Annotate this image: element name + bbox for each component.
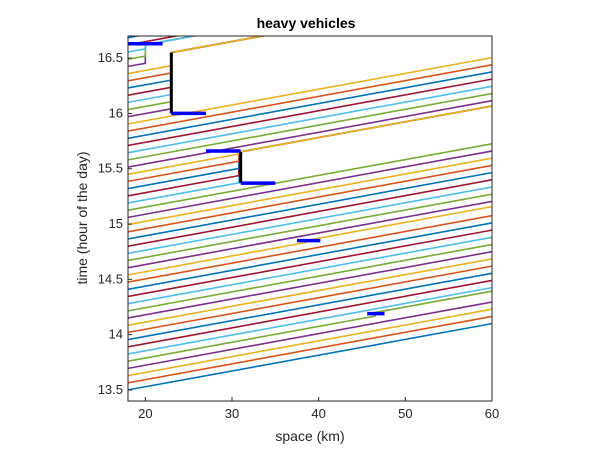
vehicle-trajectory	[128, 250, 492, 319]
vehicle-trajectory	[128, 64, 492, 132]
vehicle-trajectory	[128, 0, 492, 16]
vehicle-trajectory	[128, 0, 492, 9]
vehicle-trajectory	[128, 272, 492, 341]
vehicle-trajectory	[128, 36, 267, 75]
vehicle-trajectory	[128, 308, 492, 377]
y-axis-label: time (hour of the day)	[74, 151, 90, 284]
vehicle-trajectory	[128, 105, 492, 176]
vehicle-trajectory	[128, 301, 492, 370]
x-tick-label: 30	[225, 406, 239, 421]
vehicle-trajectory	[128, 164, 492, 233]
vehicle-trajectory	[128, 243, 492, 312]
vehicle-trajectory	[128, 258, 492, 326]
y-tick-label: 15	[109, 216, 123, 231]
vehicle-trajectory	[128, 236, 492, 305]
vehicle-trajectory	[128, 193, 492, 262]
x-tick-label: 60	[485, 406, 499, 421]
y-tick-label: 13.5	[98, 382, 123, 397]
chart-title: heavy vehicles	[257, 15, 356, 31]
x-tick-label: 20	[138, 406, 152, 421]
vehicle-trajectory	[128, 265, 492, 334]
vehicle-trajectory	[128, 214, 492, 283]
x-axis-label: space (km)	[275, 428, 344, 444]
vehicle-trajectory	[128, 36, 199, 68]
x-axis-ticks: 20 30 40 50 60	[138, 397, 499, 421]
vehicle-trajectory	[128, 229, 492, 298]
vehicle-trajectory	[128, 85, 492, 154]
vehicle-trajectory	[128, 143, 492, 211]
vehicle-trajectory	[128, 186, 492, 255]
vehicle-trajectory	[128, 179, 492, 247]
plot-frame	[127, 35, 493, 402]
x-tick-label: 40	[311, 406, 325, 421]
vehicle-trajectory	[128, 150, 492, 219]
vehicle-trajectory	[128, 71, 492, 140]
plot-area	[127, 0, 493, 402]
y-tick-label: 16.5	[98, 50, 123, 65]
vehicle-trajectory	[128, 78, 492, 147]
vehicle-trajectory	[128, 171, 492, 240]
vehicle-trajectory	[128, 322, 492, 391]
vehicle-trajectory	[128, 36, 199, 60]
vehicle-trajectory	[128, 157, 492, 226]
y-axis-ticks: 13.5 14 14.5 15 15.5 16 16.5	[98, 50, 132, 397]
vehicle-trajectory	[128, 286, 492, 355]
y-tick-label: 14	[109, 327, 123, 342]
vehicle-trajectory	[128, 36, 267, 82]
vehicle-trajectory	[128, 200, 492, 269]
vehicle-trajectory	[128, 92, 492, 161]
vehicle-trajectory	[128, 99, 492, 168]
vehicle-trajectory	[128, 105, 492, 183]
y-tick-label: 15.5	[98, 161, 123, 176]
vehicle-trajectory	[128, 36, 199, 53]
vehicle-trajectory	[128, 222, 492, 291]
trajectory-lines	[128, 0, 492, 391]
vehicle-trajectory	[128, 315, 492, 384]
y-tick-label: 16	[109, 105, 123, 120]
y-tick-label: 14.5	[98, 271, 123, 286]
vehicle-trajectory	[128, 279, 492, 348]
highlight-segments	[128, 41, 385, 316]
x-tick-label: 50	[398, 406, 412, 421]
